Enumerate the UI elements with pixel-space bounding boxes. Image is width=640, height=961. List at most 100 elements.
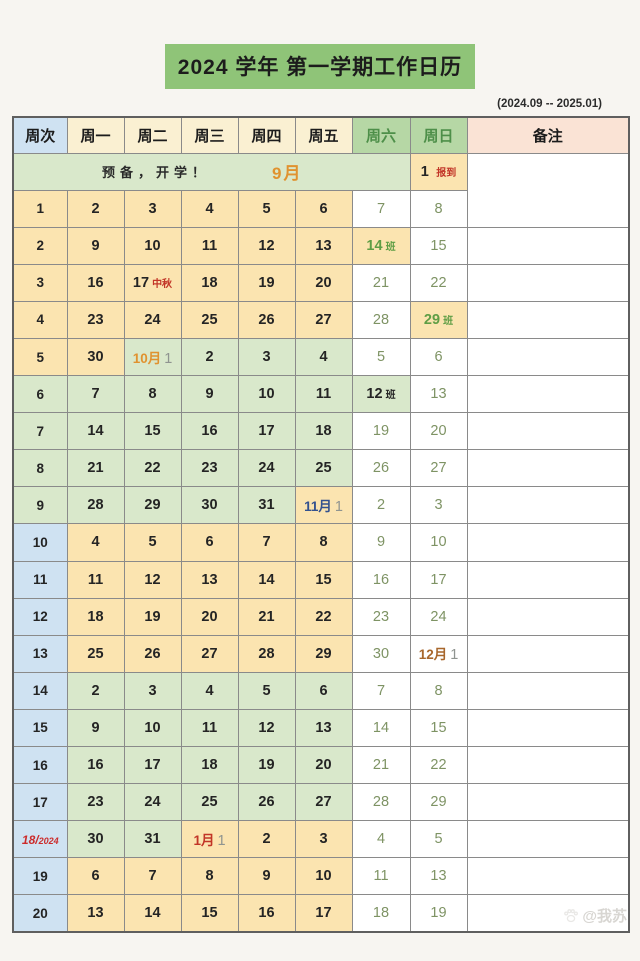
day-cell: 11: [351, 857, 411, 896]
week-row: 20 13 14 15 16 17 18 19: [12, 894, 630, 933]
day-cell: 12月 1: [409, 634, 468, 673]
day-cell: 16: [237, 894, 296, 933]
day-cell: 25: [180, 783, 239, 822]
day-cell: 2: [237, 820, 296, 859]
day-cell: 11月 1: [294, 486, 353, 525]
day-cell: 28: [237, 634, 296, 673]
day-cell: 5: [351, 337, 411, 377]
week-row: 15 9 10 11 12 13 14 15: [12, 708, 630, 748]
day-cell: 19: [351, 412, 411, 451]
day-cell: 22: [294, 597, 353, 636]
header-thursday: 周四: [237, 116, 296, 154]
week-number-cell: 16: [12, 745, 68, 785]
week-row: 19 6 7 8 9 10 11 13: [12, 857, 630, 896]
day-cell: 24: [237, 449, 296, 488]
day-cell: 23: [351, 597, 411, 636]
week-number-cell: 8: [12, 449, 68, 488]
week-row: 13 25 26 27 28 29 30 12月 1: [12, 634, 630, 673]
day-cell: 10: [123, 226, 182, 265]
week-number-cell: 6: [12, 375, 68, 414]
day-cell: 11: [66, 560, 125, 599]
day-cell: 17: [409, 560, 468, 599]
day-cell: 14: [237, 560, 296, 599]
date-range-subtitle: (2024.09 -- 2025.01): [497, 98, 602, 110]
week-number-cell: 14: [12, 671, 68, 710]
month-banner-row: 预备，开学！ 9月 1 报到: [12, 152, 630, 228]
header-wednesday: 周三: [180, 116, 239, 154]
day-cell: 5: [123, 523, 182, 562]
header-friday: 周五: [294, 116, 353, 154]
day-cell: 22: [409, 263, 468, 302]
day-cell: 8: [409, 189, 468, 228]
day-cell: 6: [294, 189, 353, 228]
day-tag: 班: [443, 315, 454, 327]
day-cell: 1月 1: [180, 820, 239, 859]
day-cell: 19: [237, 263, 296, 302]
remark-cell: [466, 894, 630, 933]
month-start-label: 1月: [193, 832, 215, 848]
day-cell: 4: [180, 671, 239, 710]
week-number-cell: 20: [12, 894, 68, 933]
day-cell: 22: [409, 745, 468, 785]
week-row: 5 30 10月 1 2 3 4 5 6: [12, 337, 630, 377]
day-cell: 7: [351, 671, 411, 710]
day-cell: 16: [66, 745, 125, 785]
day-cell: 23: [66, 300, 125, 339]
day-cell: 12: [237, 708, 296, 748]
week-number-cell: 1: [12, 189, 68, 228]
week-row: 2 9 10 11 12 13 14 班 15: [12, 226, 630, 265]
week-number-cell: 17: [12, 783, 68, 822]
day-cell: 13: [66, 894, 125, 933]
day-cell: 4: [66, 523, 125, 562]
day-cell: 3: [294, 820, 353, 859]
week-number-cell: 12: [12, 597, 68, 636]
day-cell: 21: [237, 597, 296, 636]
remark-cell: [466, 449, 630, 488]
day-cell: 30: [66, 820, 125, 859]
remark-cell: [466, 337, 630, 377]
day-cell: 11: [180, 226, 239, 265]
day-cell: 3: [237, 337, 296, 377]
day-cell: 18: [294, 412, 353, 451]
week-row: 6 7 8 9 10 11 12 班 13: [12, 375, 630, 414]
day-cell: 27: [180, 634, 239, 673]
remark-cell: [466, 560, 630, 599]
day-cell: 16: [180, 412, 239, 451]
day-cell: 15: [409, 226, 468, 265]
day-cell: 20: [180, 597, 239, 636]
day-cell: 6: [294, 671, 353, 710]
day-cell: 4: [351, 820, 411, 859]
day-cell: 13: [294, 226, 353, 265]
month-start-label: 10月: [132, 350, 162, 366]
day-tag: 班: [385, 241, 396, 253]
day-cell: 16: [66, 263, 125, 302]
calendar-table: 周次 周一 周二 周三 周四 周五 周六 周日 备注 预备，开学！ 9月: [12, 116, 630, 933]
day-cell: 3: [409, 486, 468, 525]
day-cell: 30: [180, 486, 239, 525]
day-cell: 6: [409, 337, 468, 377]
remark-cell: [466, 671, 630, 710]
week-number-cell: 5: [12, 337, 68, 377]
remark-cell: [466, 226, 630, 265]
day-cell: 29: [294, 634, 353, 673]
day-cell: 5: [237, 671, 296, 710]
month-start-label: 11月: [304, 498, 332, 514]
banner-month-label: 9月: [272, 164, 303, 184]
day-cell: 10: [294, 857, 353, 896]
header-remarks: 备注: [466, 116, 630, 154]
day-cell: 5: [237, 189, 296, 228]
day-cell: 5: [409, 820, 468, 859]
week-number-cell: 7: [12, 412, 68, 451]
day-cell: 13: [409, 375, 468, 414]
header-sunday: 周日: [409, 116, 468, 154]
day-cell: 17: [294, 894, 353, 933]
week-number-cell: 15: [12, 708, 68, 748]
day-cell: 26: [237, 300, 296, 339]
day-cell: 10: [123, 708, 182, 748]
day-cell: 30: [351, 634, 411, 673]
day-cell: 7: [237, 523, 296, 562]
day-cell: 3: [123, 189, 182, 228]
day-cell: 9: [66, 708, 125, 748]
day-cell: 24: [123, 783, 182, 822]
